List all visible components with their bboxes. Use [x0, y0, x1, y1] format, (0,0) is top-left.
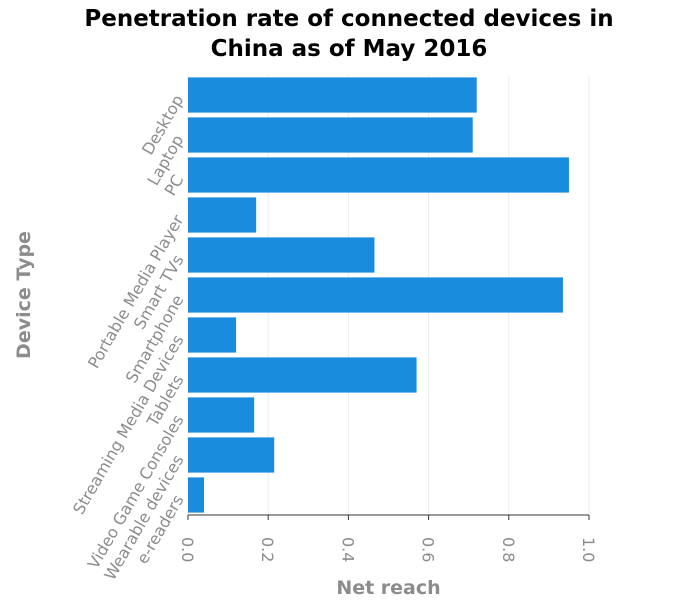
bar-desktop: [188, 77, 477, 113]
bar-wearable-devices: [188, 437, 275, 473]
chart-title: Penetration rate of connected devices in…: [0, 4, 698, 64]
x-axis-label: Net reach: [336, 577, 440, 599]
chart-title-line-2: China as of May 2016: [210, 36, 488, 62]
x-tick-label: 1.0: [579, 537, 598, 562]
bar-smartphone: [188, 277, 563, 313]
bar-laptop: [188, 117, 473, 153]
x-tick-label: 0.8: [499, 537, 518, 562]
bars: [188, 77, 569, 513]
bar-smart-tvs: [188, 237, 375, 273]
x-tick-label: 0.6: [419, 537, 438, 562]
bar-video-game-consoles: [188, 397, 255, 433]
bar-e-readers: [188, 477, 205, 513]
x-tick-label: 0.2: [258, 537, 277, 562]
chart-title-line-1: Penetration rate of connected devices in: [84, 6, 614, 32]
bar-streaming-media-devices: [188, 317, 237, 353]
y-axis-label: Device Type: [13, 231, 35, 359]
x-tick-label: 0.0: [178, 537, 197, 562]
bar-portable-media-player: [188, 197, 257, 233]
x-tick-labels: 0.0 0.2 0.4 0.6 0.8 1.0: [178, 515, 598, 562]
bar-pc: [188, 157, 569, 193]
x-tick-label: 0.4: [338, 537, 357, 562]
bar-tablets: [188, 357, 417, 393]
